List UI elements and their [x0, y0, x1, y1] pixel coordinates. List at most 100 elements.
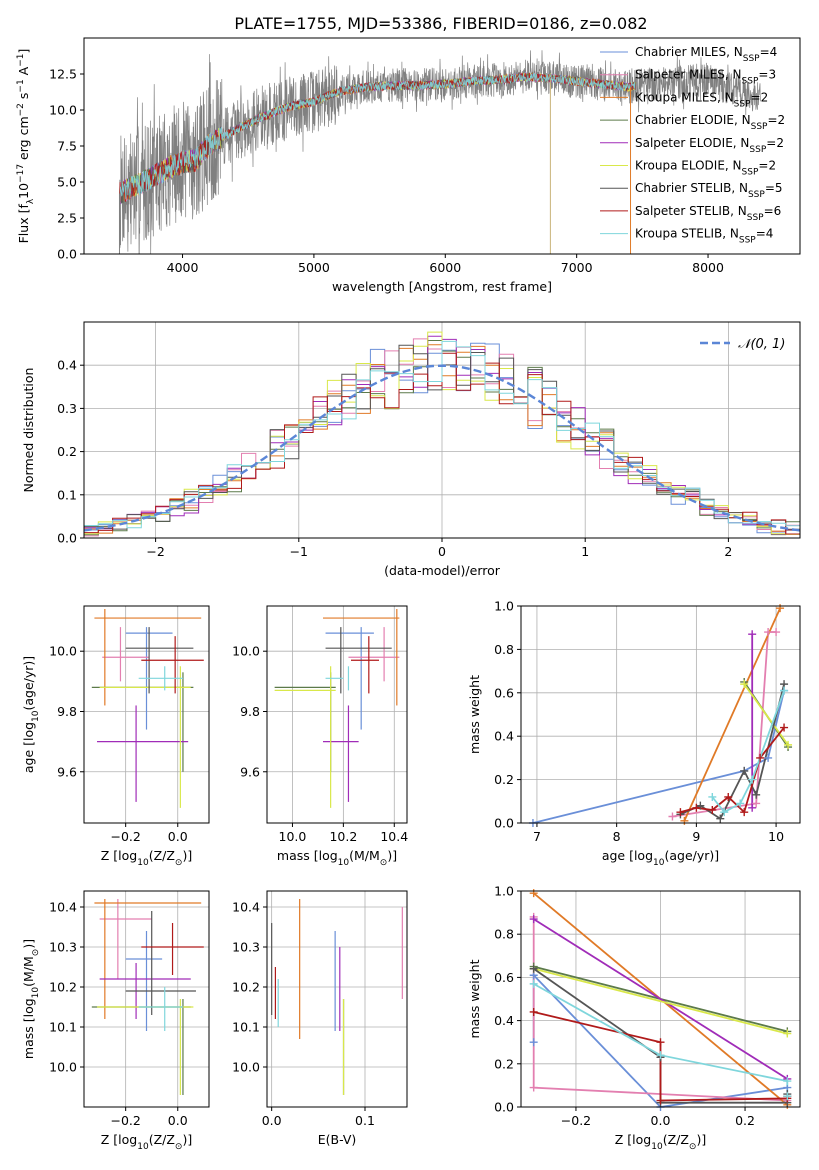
label-span: age [log — [21, 722, 36, 773]
axes-frame — [83, 605, 210, 824]
y-tick-label: 10.3 — [232, 940, 260, 955]
panel-spectrum: 4000 5000 6000 7000 8000 0.0 2.5 5.0 7.5 10.0 12.5… — [16, 37, 801, 294]
legend-entry: 𝒩(0, 1) — [738, 337, 785, 352]
y-axis-label: Flux [fλ10−17 erg cm−2 s−1 A−1] — [16, 49, 36, 244]
legend-entry: Kroupa STELIB, NSSP=4 — [635, 227, 773, 246]
weight-marker — [752, 790, 761, 799]
weight-line — [683, 607, 781, 822]
label-span: mass [log — [21, 998, 36, 1059]
weight-line — [680, 726, 785, 814]
label-span: −1 — [16, 79, 26, 92]
y-tick-label: 0.6 — [494, 970, 514, 985]
y-tick-label: 0.4 — [494, 1013, 514, 1028]
label-span: (data-model)/error — [384, 563, 501, 578]
y-tick-label: 10.0 — [49, 644, 77, 659]
y-tick-label: 10.1 — [232, 1020, 260, 1035]
label-span: (M/M — [349, 848, 380, 863]
label-span: (age/yr)] — [21, 656, 36, 711]
label-span: Salpeter STELIB, N — [635, 204, 747, 218]
axes-frame — [266, 890, 408, 1108]
y-tick-label: 12.5 — [49, 67, 77, 82]
label-span: SSP — [742, 77, 759, 87]
y-axis-label: Normed distribution — [21, 368, 36, 493]
x-tick-label: 0.0 — [651, 1113, 671, 1128]
panel-residuals: −2 −1 0 1 2 0.0 0.1 0.2 0.3 0.4 (data-model)/error… — [21, 321, 801, 578]
y-axis-label: mass [log10(M/M⊙)] — [21, 939, 41, 1059]
y-tick-label: 9.6 — [240, 764, 260, 779]
y-tick-label: 0.2 — [494, 772, 514, 787]
label-span: )] — [696, 1132, 706, 1147]
weight-marker — [780, 686, 789, 695]
label-span: mass weight — [467, 959, 482, 1038]
x-tick-label: 0.2 — [735, 1113, 755, 1128]
label-span: SSP — [739, 236, 756, 246]
label-span: Kroupa MILES, N — [635, 90, 734, 104]
label-span: ] — [16, 49, 31, 54]
weight-marker — [780, 723, 789, 732]
x-tick-label: 0.0 — [168, 1113, 188, 1128]
weight-marker — [529, 1038, 538, 1047]
label-span: (M/M — [21, 956, 36, 987]
weight-marker — [708, 805, 717, 814]
weight-marker — [756, 753, 765, 762]
label-span: mass weight — [467, 675, 482, 754]
y-tick-label: 0.4 — [57, 358, 77, 373]
label-span: ⊙ — [380, 858, 388, 868]
x-tick-label: 8000 — [692, 260, 724, 275]
x-tick-label: 6000 — [429, 260, 461, 275]
weight-marker — [764, 753, 773, 762]
weight-marker — [784, 740, 793, 749]
observed-spectrum — [119, 50, 761, 254]
weight-marker — [740, 808, 749, 817]
weight-marker — [656, 1051, 665, 1060]
axes-frame — [83, 37, 801, 255]
weight-marker — [748, 803, 757, 812]
weight-marker — [720, 808, 729, 817]
label-span: =6 — [764, 204, 782, 218]
legend-entry: Chabrier STELIB, NSSP=5 — [635, 181, 783, 200]
legend-entry: Salpeter MILES, NSSP=3 — [635, 68, 776, 87]
label-span: )] — [182, 848, 192, 863]
label-span: (age/yr)] — [664, 848, 719, 863]
label-span: ⊙ — [175, 1142, 183, 1152]
x-axis-label: wavelength [Angstrom, rest frame] — [332, 279, 552, 294]
x-tick-label: 0 — [438, 544, 446, 559]
y-tick-label: 10.0 — [232, 1060, 260, 1075]
y-tick-label: 0.8 — [494, 927, 514, 942]
x-tick-label: 2 — [724, 544, 732, 559]
y-tick-label: 0.2 — [57, 444, 77, 459]
x-tick-label: 0.1 — [355, 1113, 375, 1128]
label-span: 10 — [31, 987, 41, 999]
residual-histogram — [84, 340, 800, 529]
plot-area — [521, 606, 800, 823]
label-span: SSP — [734, 99, 751, 109]
y-tick-label: 5.0 — [57, 175, 77, 190]
label-span: 10 — [31, 710, 41, 722]
panel-mass_vs_Z: −0.2 0.010.010.110.210.310.4Z [log10(Z/Z⊙… — [21, 890, 210, 1152]
x-tick-label: −0.2 — [110, 829, 140, 844]
label-span: =2 — [766, 136, 784, 150]
weight-marker — [529, 1007, 538, 1016]
label-span: ⊙ — [689, 1142, 697, 1152]
y-tick-label: 0.3 — [57, 401, 77, 416]
y-tick-label: 10.4 — [49, 900, 77, 915]
x-tick-label: 5000 — [298, 260, 330, 275]
x-axis-label: Z [log10(Z/Z⊙)] — [101, 848, 192, 868]
plot-area — [521, 891, 800, 1107]
label-span: SSP — [751, 122, 768, 132]
model-spectrum — [119, 72, 636, 204]
axes-frame — [83, 321, 801, 539]
label-span: Chabrier ELODIE, N — [635, 113, 751, 127]
y-axis-label: age [log10(age/yr)] — [21, 656, 41, 773]
weight-marker — [740, 680, 749, 689]
y-tick-label: 10.1 — [49, 1020, 77, 1035]
weight-marker — [529, 915, 538, 924]
label-span: 10 — [137, 1142, 149, 1152]
x-tick-label: 0.0 — [262, 1113, 282, 1128]
x-axis-label: E(B-V) — [318, 1132, 357, 1147]
label-span: 10 — [653, 858, 665, 868]
weight-marker — [748, 775, 757, 784]
y-tick-label: 1.0 — [494, 599, 514, 614]
label-span: )] — [387, 848, 397, 863]
